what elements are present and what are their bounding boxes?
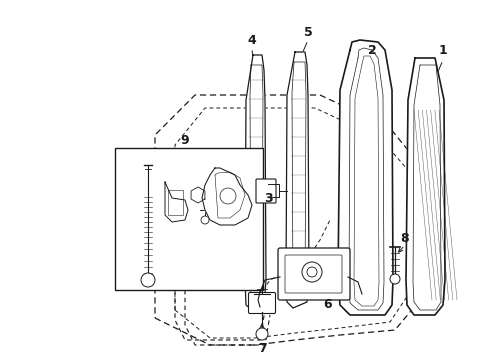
Polygon shape [165, 182, 188, 222]
FancyBboxPatch shape [285, 255, 342, 293]
Text: 3: 3 [264, 192, 272, 204]
Polygon shape [191, 187, 205, 203]
Circle shape [307, 267, 317, 277]
Polygon shape [202, 168, 252, 225]
Polygon shape [338, 40, 393, 315]
Text: 6: 6 [324, 298, 332, 311]
Polygon shape [245, 55, 266, 310]
Circle shape [141, 273, 155, 287]
Polygon shape [286, 52, 309, 308]
Circle shape [201, 216, 209, 224]
Bar [115, 148, 263, 290]
Text: 4: 4 [247, 33, 256, 46]
Circle shape [302, 262, 322, 282]
Text: 8: 8 [401, 231, 409, 244]
Text: 1: 1 [439, 44, 447, 57]
Polygon shape [406, 58, 445, 315]
FancyBboxPatch shape [256, 179, 276, 203]
FancyBboxPatch shape [278, 248, 350, 300]
Circle shape [220, 188, 236, 204]
Text: 9: 9 [181, 134, 189, 147]
Text: 5: 5 [304, 26, 313, 39]
Text: 7: 7 [258, 342, 267, 355]
Circle shape [256, 328, 268, 340]
FancyBboxPatch shape [248, 292, 275, 314]
Text: 2: 2 [368, 44, 376, 57]
Circle shape [390, 274, 400, 284]
